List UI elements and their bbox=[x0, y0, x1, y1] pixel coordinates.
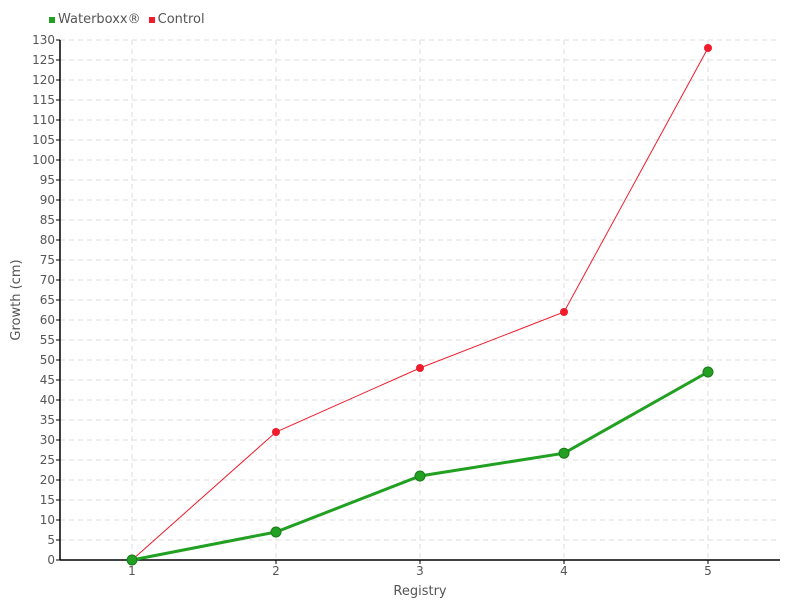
y-tick-label: 5 bbox=[47, 533, 55, 547]
series-layer bbox=[126, 44, 714, 566]
y-tick-label: 65 bbox=[40, 293, 55, 307]
data-point-waterboxx bbox=[126, 554, 138, 566]
data-point-waterboxx bbox=[414, 470, 426, 482]
y-tick-label: 115 bbox=[32, 93, 55, 107]
y-tick-label: 90 bbox=[40, 193, 55, 207]
data-point-waterboxx bbox=[702, 366, 714, 378]
y-tick-label: 10 bbox=[40, 513, 55, 527]
legend-label-waterboxx: Waterboxx® bbox=[58, 12, 141, 27]
legend-label-control: Control bbox=[157, 12, 205, 27]
data-point-control bbox=[704, 44, 712, 52]
data-point-control bbox=[272, 428, 280, 436]
y-tick-label: 40 bbox=[40, 393, 55, 407]
y-tick-label: 130 bbox=[32, 33, 55, 47]
y-tick-label: 95 bbox=[40, 173, 55, 187]
x-tick-label: 1 bbox=[128, 564, 136, 578]
y-tick-label: 45 bbox=[40, 373, 55, 387]
y-tick-label: 0 bbox=[47, 553, 55, 567]
y-tick-label: 25 bbox=[40, 453, 55, 467]
y-tick-label: 70 bbox=[40, 273, 55, 287]
y-tick-label: 30 bbox=[40, 433, 55, 447]
y-tick-label: 125 bbox=[32, 53, 55, 67]
x-tick-label: 3 bbox=[416, 564, 424, 578]
y-axis-label: Growth (cm) bbox=[9, 259, 24, 340]
legend-swatch-waterboxx bbox=[49, 17, 55, 23]
legend-swatch-control bbox=[148, 17, 155, 23]
grid bbox=[60, 39, 780, 560]
y-tick-label: 110 bbox=[32, 113, 55, 127]
y-tick-label: 35 bbox=[40, 413, 55, 427]
x-tick-label: 4 bbox=[560, 564, 568, 578]
y-tick-label: 80 bbox=[40, 233, 55, 247]
data-point-waterboxx bbox=[558, 447, 570, 459]
data-point-control bbox=[560, 308, 568, 316]
y-tick-label: 15 bbox=[40, 493, 55, 507]
y-tick-label: 120 bbox=[32, 73, 55, 87]
y-tick-label: 55 bbox=[40, 333, 55, 347]
y-tick-label: 85 bbox=[40, 213, 55, 227]
legend: Waterboxx® Control bbox=[49, 12, 205, 28]
data-point-control bbox=[416, 364, 424, 372]
data-point-waterboxx bbox=[270, 526, 282, 538]
y-tick-label: 100 bbox=[32, 153, 55, 167]
x-tick-label: 5 bbox=[704, 564, 712, 578]
y-tick-label: 105 bbox=[32, 133, 55, 147]
x-tick-label: 2 bbox=[272, 564, 280, 578]
x-axis-label: Registry bbox=[393, 584, 447, 599]
y-tick-label: 60 bbox=[40, 313, 55, 327]
y-tick-label: 20 bbox=[40, 473, 55, 487]
legend-item-waterboxx[interactable]: Waterboxx® bbox=[49, 12, 141, 28]
y-tick-label: 50 bbox=[40, 353, 55, 367]
y-tick-label: 75 bbox=[40, 253, 55, 267]
axes: 0510152025303540455055606570758085909510… bbox=[32, 33, 780, 578]
legend-item-control[interactable]: Control bbox=[148, 12, 205, 28]
